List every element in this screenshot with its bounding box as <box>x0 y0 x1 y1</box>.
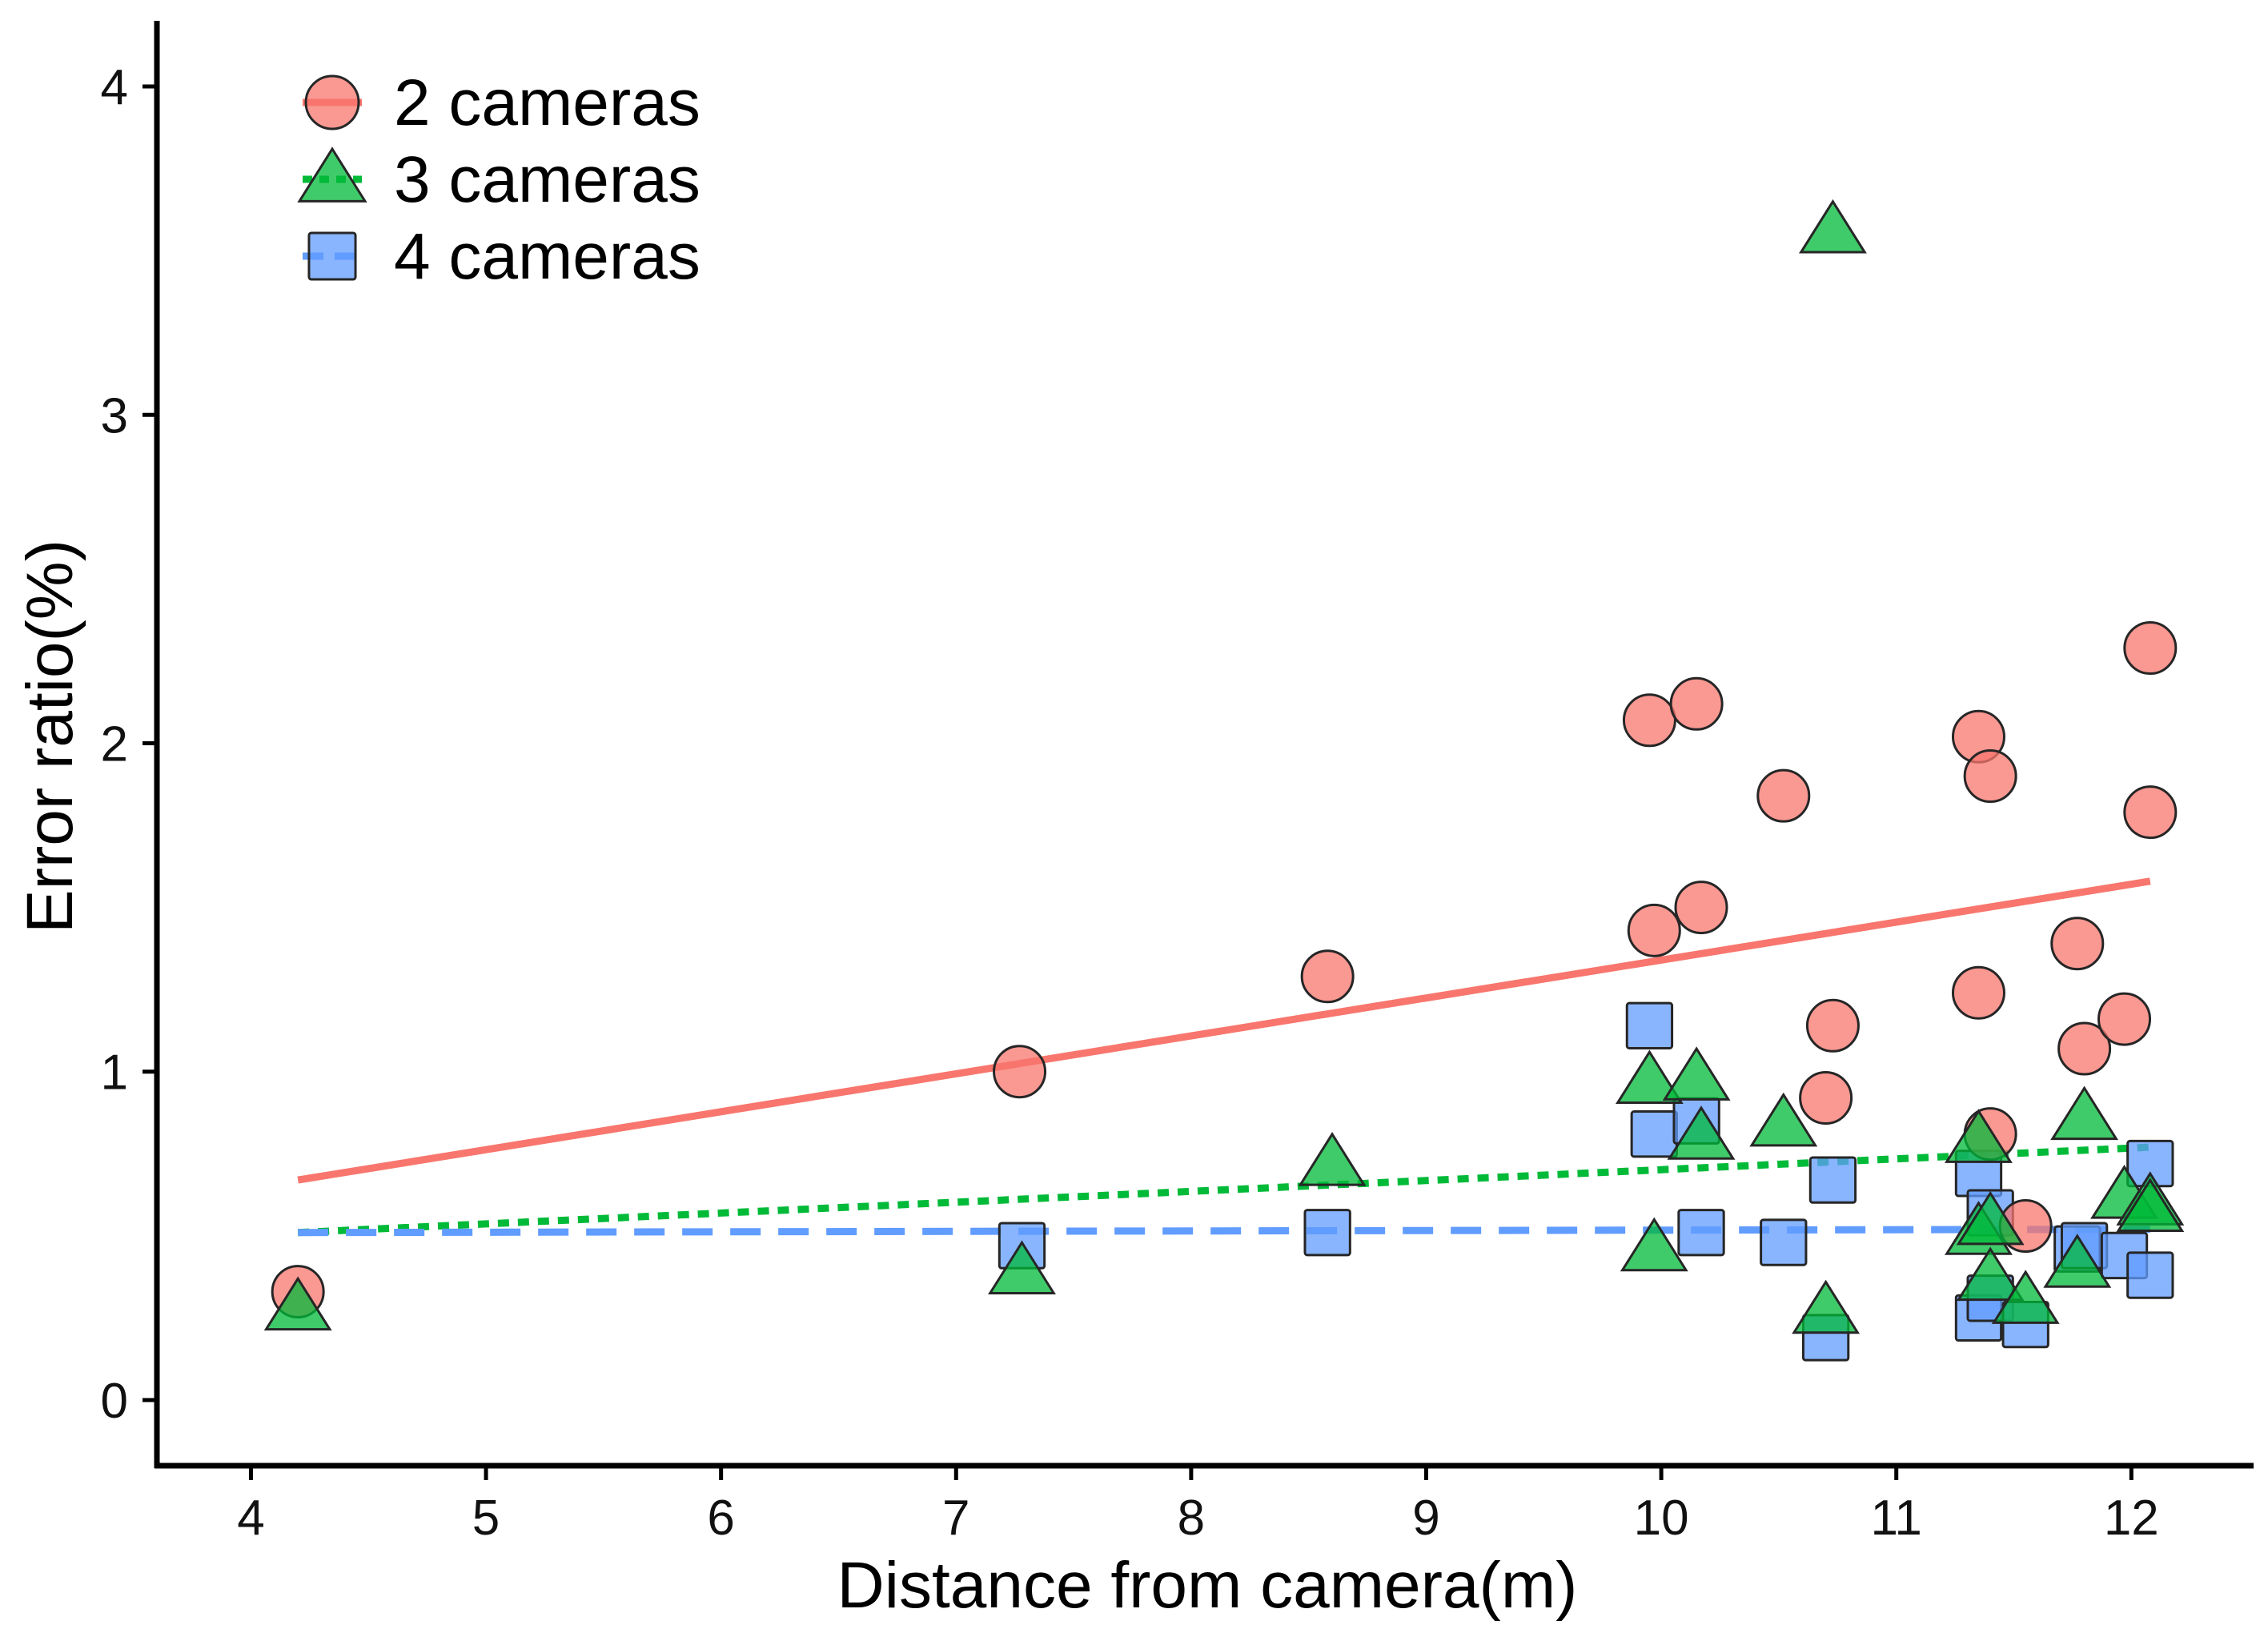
point-circle-4 <box>1622 693 1676 748</box>
point-triangle-2 <box>988 1240 1056 1294</box>
point-triangle-15 <box>1991 1270 2060 1324</box>
x-tick-label: 7 <box>942 1491 969 1546</box>
legend-marker-square <box>307 231 357 281</box>
y-tick-label: 2 <box>101 717 128 772</box>
point-circle-20 <box>2123 785 2178 840</box>
point-circle-16 <box>2050 917 2105 971</box>
y-tick-label: 3 <box>101 388 128 443</box>
point-circle-6 <box>1669 676 1724 731</box>
point-triangle-13 <box>1956 1246 2025 1302</box>
point-square-19 <box>2126 1251 2174 1299</box>
x-tick-label: 12 <box>2104 1491 2159 1546</box>
point-triangle-9 <box>1792 1279 1861 1334</box>
point-triangle-14 <box>1956 1190 2025 1246</box>
point-square-3 <box>1625 1001 1674 1049</box>
point-triangle-20 <box>2116 1178 2185 1233</box>
point-triangle-8 <box>1749 1092 1818 1147</box>
legend-label-series-3: 4 cameras <box>394 220 700 293</box>
point-triangle-11 <box>1945 1109 2013 1163</box>
legend-marker-circle <box>304 74 360 130</box>
point-triangle-4 <box>1615 1049 1684 1105</box>
point-square-7 <box>1760 1218 1808 1266</box>
x-tick-label: 5 <box>472 1491 500 1546</box>
x-tick-label: 6 <box>707 1491 734 1546</box>
x-tick-label: 9 <box>1412 1491 1439 1546</box>
legend-marker-triangle <box>297 146 367 203</box>
point-square-4 <box>1630 1110 1678 1158</box>
point-circle-5 <box>1627 903 1681 957</box>
point-circle-8 <box>1756 768 1811 823</box>
legend-label-series-1: 2 cameras <box>394 66 700 139</box>
x-axis-title: Distance from camera(m) <box>837 1549 1578 1622</box>
point-circle-18 <box>2097 992 2152 1046</box>
point-square-9 <box>1808 1156 1857 1204</box>
trend-line-series-2 <box>297 1143 2151 1237</box>
trend-line-series-1 <box>297 877 2151 1184</box>
point-triangle-6 <box>1662 1046 1731 1101</box>
point-circle-10 <box>1805 998 1860 1053</box>
point-circle-7 <box>1674 881 1728 935</box>
y-tick-label: 4 <box>101 60 128 115</box>
point-circle-2 <box>993 1045 1047 1099</box>
data-points <box>263 199 2185 1362</box>
point-circle-13 <box>1963 749 2017 804</box>
point-circle-12 <box>1951 965 2005 1020</box>
x-tick-label: 10 <box>1634 1491 1689 1546</box>
point-triangle-3 <box>1298 1131 1367 1186</box>
point-circle-19 <box>2123 621 2178 676</box>
y-axis-ticks: 0 1 2 3 4 <box>101 60 157 1429</box>
trend-lines <box>297 877 2151 1237</box>
x-tick-label: 11 <box>1871 1491 1922 1546</box>
y-axis-title: Error ratio(%) <box>14 540 86 933</box>
trend-line-series-3 <box>298 1226 2150 1237</box>
y-tick-label: 1 <box>101 1045 128 1101</box>
point-square-6 <box>1677 1209 1725 1257</box>
point-triangle-16 <box>2043 1234 2112 1288</box>
point-square-2 <box>1303 1209 1351 1257</box>
point-triangle-7 <box>1667 1105 1736 1160</box>
point-triangle-5 <box>1620 1217 1688 1272</box>
point-triangle-10 <box>1798 199 1867 254</box>
point-circle-17 <box>2057 1021 2112 1076</box>
point-circle-9 <box>1799 1071 1853 1125</box>
x-axis-ticks: 4 5 6 7 8 9 10 11 12 <box>237 1466 2159 1546</box>
point-triangle-17 <box>2050 1085 2119 1141</box>
x-tick-label: 8 <box>1178 1491 1205 1546</box>
point-triangle-1 <box>263 1276 332 1331</box>
point-circle-3 <box>1300 949 1355 1004</box>
x-tick-label: 4 <box>237 1491 264 1546</box>
y-tick-label: 0 <box>101 1374 128 1429</box>
legend-label-series-2: 3 cameras <box>394 143 700 216</box>
